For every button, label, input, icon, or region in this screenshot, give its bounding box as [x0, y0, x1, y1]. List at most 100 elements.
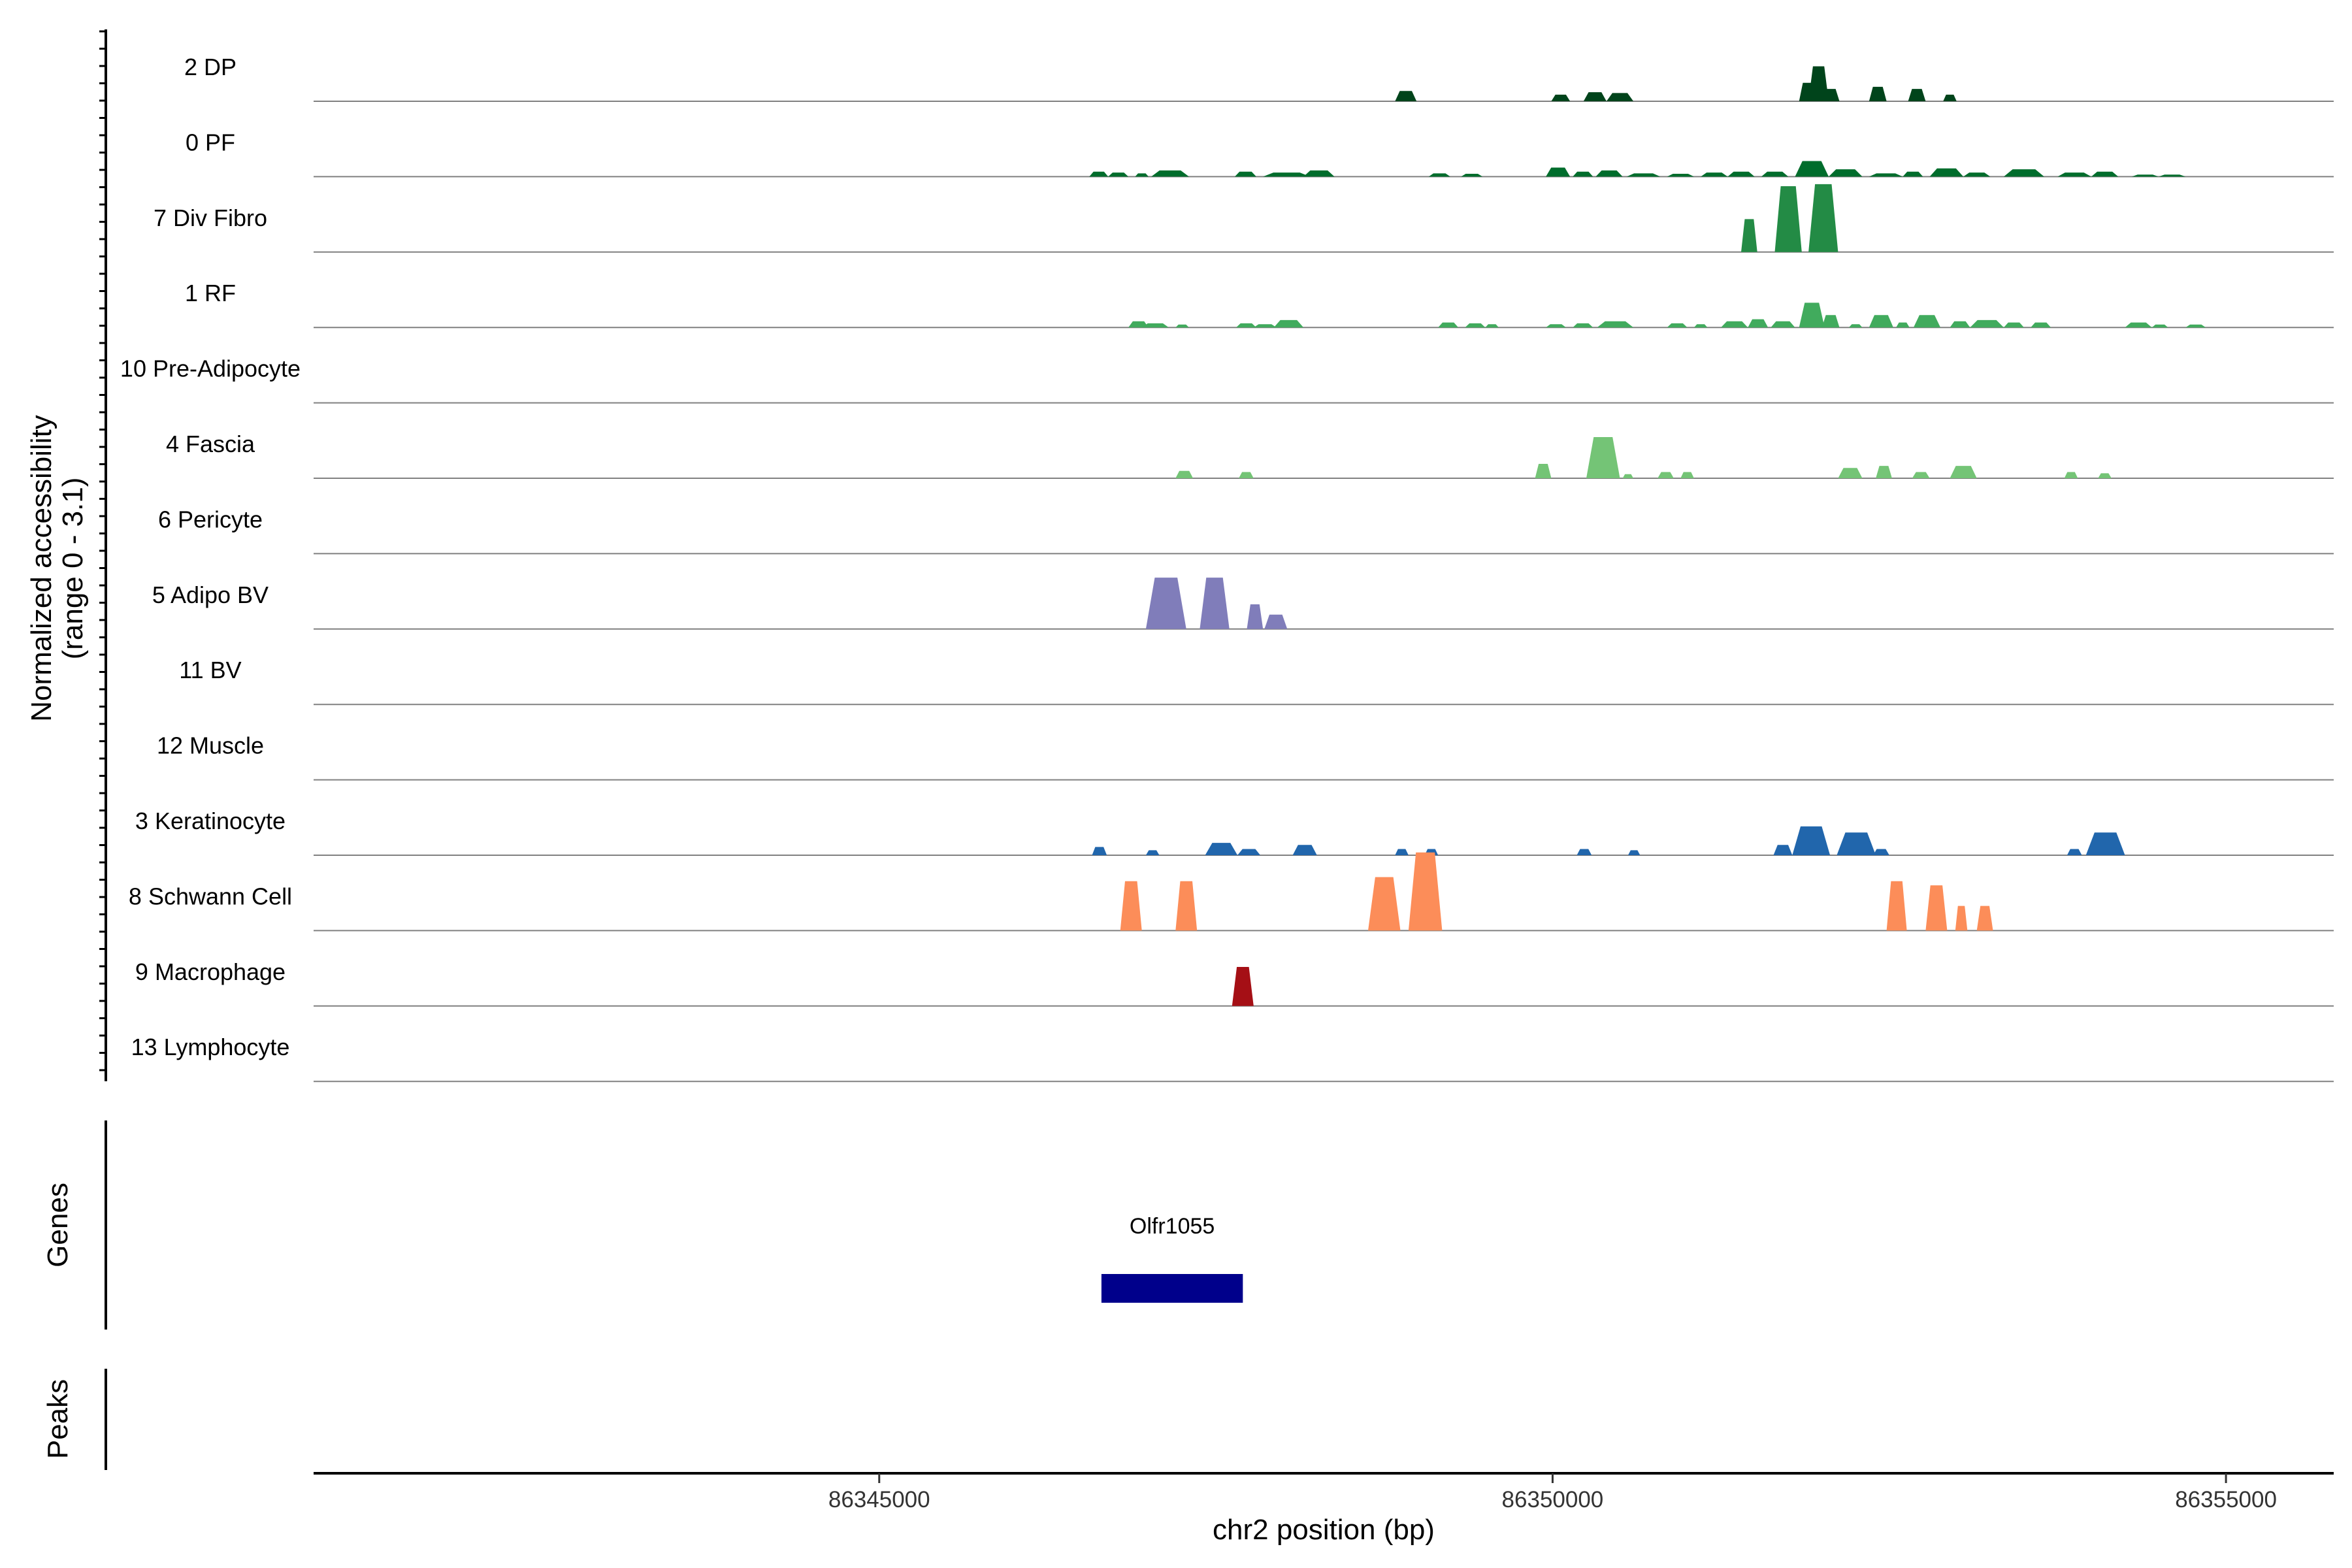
- coverage-peak: [1264, 614, 1288, 629]
- coverage-peak: [2057, 172, 2091, 177]
- coverage-peak: [2125, 322, 2152, 328]
- coverage-peak: [1701, 172, 1728, 177]
- peaks-track-title: Peaks: [42, 1379, 74, 1459]
- gene-label: Olfr1055: [1130, 1214, 1215, 1239]
- coverage-peak: [1573, 171, 1593, 177]
- coverage-peak: [1595, 170, 1623, 177]
- coverage-peak: [1771, 321, 1795, 328]
- coverage-peak: [1128, 321, 1149, 328]
- track-label: 10 Pre-Adipocyte: [120, 355, 301, 382]
- track-label: 12 Muscle: [157, 732, 264, 759]
- coverage-peak: [1576, 849, 1592, 855]
- coverage-peak: [1626, 173, 1661, 177]
- coverage-peak: [1869, 86, 1887, 101]
- coverage-peak: [1667, 323, 1688, 328]
- coverage-peak: [1955, 906, 1968, 931]
- coverage-peak: [1876, 466, 1892, 478]
- coverage-peak: [1273, 319, 1304, 328]
- coverage-peak: [1792, 826, 1831, 855]
- coverage-peak: [2091, 171, 2119, 177]
- coverage-peak: [1821, 315, 1840, 328]
- coverage-peak: [1838, 468, 1863, 478]
- track-label: 9 Macrophage: [135, 958, 286, 985]
- coverage-peak: [1395, 91, 1417, 101]
- coverage-peak: [1929, 168, 1964, 177]
- coverage-peak: [1465, 323, 1486, 328]
- coverage-peak: [1970, 319, 2004, 328]
- coverage-peak: [1896, 322, 1910, 328]
- coverage-peak: [1236, 323, 1256, 328]
- coverage-peak: [2004, 169, 2044, 177]
- track-label: 8 Schwann Cell: [129, 883, 292, 909]
- coverage-peak: [2159, 174, 2186, 177]
- coverage-peak: [1773, 845, 1793, 855]
- coverage-peak: [1586, 437, 1620, 478]
- track-label: 11 BV: [179, 657, 241, 683]
- coverage-peak: [1247, 604, 1264, 629]
- coverage-peak: [1175, 881, 1198, 931]
- gene-body: [1101, 1274, 1243, 1303]
- coverage-peak: [1141, 323, 1169, 328]
- coverage-peak: [2098, 473, 2112, 478]
- coverage-peak: [1950, 466, 1977, 478]
- coverage-peak: [1912, 472, 1930, 478]
- x-axis: 86345000 86350000 86355000 chr2 position (…: [314, 1472, 2334, 1546]
- coverage-peak: [1135, 173, 1149, 177]
- coverage-peak: [1108, 172, 1129, 177]
- coverage-peak: [1627, 850, 1641, 855]
- x-tick-label: 86350000: [1502, 1487, 1604, 1512]
- coverage-peak: [1606, 93, 1634, 101]
- coverage-peak: [1232, 967, 1254, 1006]
- coverage-peak: [1263, 172, 1311, 177]
- track-baselines: [314, 101, 2334, 1083]
- track-labels: 2 DP 0 PF 7 Div Fibro 1 RF 10 Pre-Adipocyte 4…: [120, 54, 301, 1060]
- coverage-peak: [1908, 89, 1926, 101]
- coverage-peak: [1205, 843, 1238, 855]
- coverage-peak: [1976, 906, 1993, 931]
- genes-track-title: Genes: [42, 1183, 74, 1267]
- coverage-peak: [1428, 173, 1450, 177]
- coverage-peak: [1145, 850, 1160, 855]
- coverage-peak: [2066, 849, 2082, 855]
- coverage-peak: [1943, 94, 1957, 101]
- coverage-peak: [2004, 322, 2024, 328]
- coverage-peak: [1089, 171, 1109, 177]
- gene-models: Olfr1055: [1101, 1214, 1243, 1303]
- coverage-peak: [1774, 186, 1802, 252]
- coverage-peak: [1925, 885, 1948, 931]
- peaks-track: Peaks: [42, 1369, 107, 1470]
- track-label: 3 Keratinocyte: [135, 808, 286, 834]
- coverage-peak: [1667, 174, 1694, 177]
- track-label: 4 Fascia: [166, 431, 255, 457]
- coverage-peak: [1546, 324, 1566, 328]
- coverage-peak: [1092, 847, 1107, 855]
- coverage-peak: [1869, 173, 1903, 177]
- coverage-peak: [1200, 578, 1230, 629]
- coverage-peak: [1741, 219, 1757, 252]
- coverage-peak: [1727, 171, 1755, 177]
- coverage-peak: [1597, 321, 1634, 328]
- coverage-peak: [1795, 161, 1829, 177]
- y-axis-title-line-2: (range 0 - 3.1): [57, 478, 89, 660]
- genes-track: Genes Olfr1055: [42, 1120, 1243, 1330]
- coverage-peak: [1253, 324, 1277, 328]
- coverage-peak: [1808, 184, 1838, 252]
- coverage-peak: [1963, 172, 1991, 177]
- coverage-peak: [1913, 315, 1941, 328]
- coverage-peak: [1808, 66, 1829, 101]
- coverage-peak: [1622, 474, 1634, 478]
- coverage-peak: [1829, 169, 1863, 177]
- coverage-peak: [1886, 881, 1907, 931]
- coverage-peak: [1175, 324, 1189, 328]
- track-label: 0 PF: [186, 129, 235, 155]
- coverage-peak: [1303, 170, 1335, 177]
- coverage-peak: [1848, 324, 1863, 328]
- coverage-peak: [1395, 849, 1409, 855]
- coverage-peak: [1461, 174, 1483, 177]
- coverage-peak: [1551, 94, 1571, 101]
- coverage-peak: [1175, 470, 1194, 478]
- x-tick-label: 86345000: [828, 1487, 930, 1512]
- coverage-peak: [1368, 877, 1401, 931]
